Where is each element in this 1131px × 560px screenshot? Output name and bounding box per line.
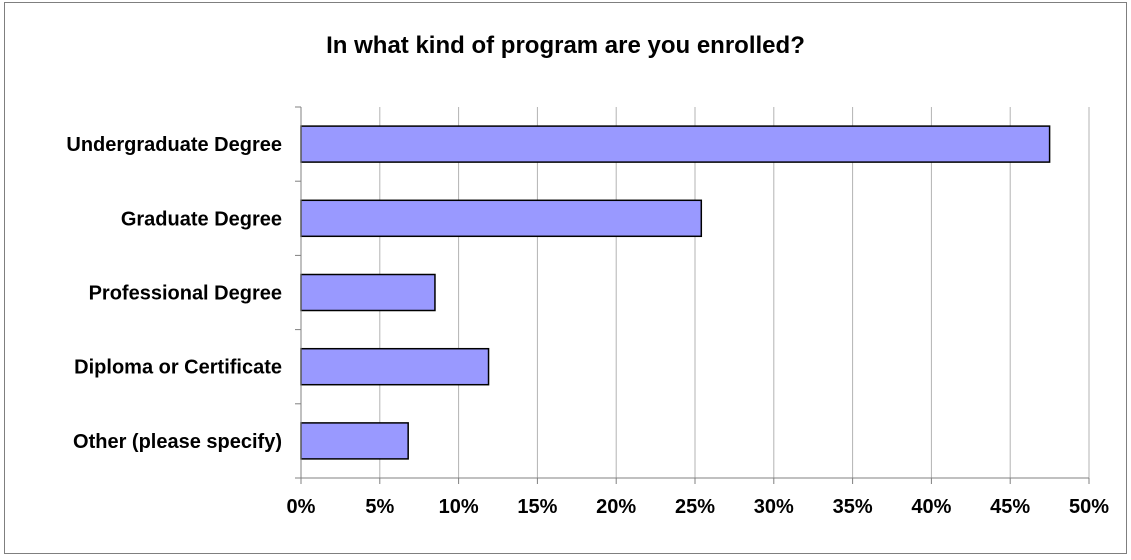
axes: [295, 106, 1090, 484]
bar: [300, 125, 1051, 163]
bar: [300, 199, 703, 238]
bar: [300, 273, 436, 312]
category-label: Graduate Degree: [121, 208, 282, 230]
x-tick-label: 45%: [990, 496, 1030, 518]
category-label: Professional Degree: [89, 283, 282, 305]
x-tick-label: 10%: [439, 496, 479, 518]
bar: [300, 347, 490, 386]
category-label: Diploma or Certificate: [74, 357, 282, 379]
gridlines: [379, 107, 1090, 478]
x-tick-label: 15%: [517, 496, 557, 518]
x-tick-label: 40%: [911, 496, 951, 518]
x-tick-label: 35%: [833, 496, 873, 518]
chart-frame: [4, 2, 1127, 554]
category-label: Other (please specify): [73, 431, 282, 453]
labels: 0% 5% 10% 15% 20% 25% 30% 35% 40% 45% 50% Undergrad…: [66, 134, 1109, 518]
bar: [300, 422, 409, 460]
x-tick-label: 30%: [754, 496, 794, 518]
x-tick-label: 0%: [287, 496, 316, 518]
x-tick-label: 20%: [596, 496, 636, 518]
x-tick-label: 50%: [1069, 496, 1109, 518]
x-tick-label: 25%: [675, 496, 715, 518]
category-label: Undergraduate Degree: [66, 134, 282, 156]
bars: [300, 125, 1051, 460]
x-tick-label: 5%: [365, 496, 394, 518]
chart-title: In what kind of program are you enrolled…: [326, 32, 805, 59]
